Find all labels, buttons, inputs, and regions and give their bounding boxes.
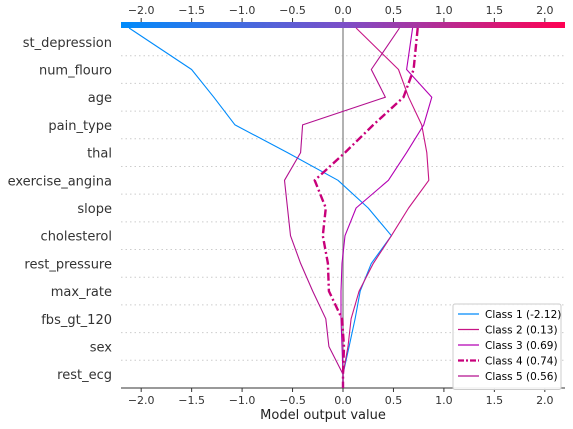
top-tick-label: 1.0 xyxy=(435,4,453,17)
feature-label: age xyxy=(88,91,112,106)
feature-label: thal xyxy=(87,147,112,162)
series-line-class-1 xyxy=(128,27,392,388)
legend-entry: Class 4 (0.74) xyxy=(485,356,558,368)
bottom-tick-label: 0.0 xyxy=(334,394,352,407)
series-line-class-4 xyxy=(313,27,419,388)
top-tick-label: −1.5 xyxy=(178,4,205,17)
feature-label: pain_type xyxy=(48,119,112,134)
feature-label: max_rate xyxy=(51,285,112,300)
legend-entry: Class 1 (-2.12) xyxy=(485,309,561,321)
feature-label: rest_pressure xyxy=(24,257,112,272)
bottom-tick-label: 2.0 xyxy=(536,394,554,407)
bottom-tick-label: 1.0 xyxy=(435,394,453,407)
feature-label: slope xyxy=(77,202,112,217)
top-tick-label: 1.5 xyxy=(486,4,504,17)
bottom-tick-label: −0.5 xyxy=(279,394,306,407)
feature-label: num_flouro xyxy=(39,64,112,79)
bottom-tick-label: −2.0 xyxy=(128,394,155,407)
bottom-tick-label: −1.5 xyxy=(178,394,205,407)
x-axis-label: Model output value xyxy=(260,408,386,423)
feature-label: fbs_gt_120 xyxy=(41,313,112,328)
top-tick-label: −2.0 xyxy=(128,4,155,17)
series-line-class-5 xyxy=(283,27,400,388)
bottom-tick-label: 1.5 xyxy=(486,394,504,407)
feature-label: st_depression xyxy=(23,36,112,51)
feature-label: rest_ecg xyxy=(57,368,112,383)
legend-entry: Class 3 (0.69) xyxy=(485,340,558,352)
feature-label: exercise_angina xyxy=(8,174,112,189)
legend-entry: Class 2 (0.13) xyxy=(485,325,558,337)
top-tick-label: 0.0 xyxy=(334,4,352,17)
legend-box xyxy=(452,303,562,390)
top-tick-label: 0.5 xyxy=(385,4,403,17)
feature-label: cholesterol xyxy=(41,230,112,245)
feature-label: sex xyxy=(90,340,113,355)
series-line-class-3 xyxy=(340,27,433,388)
series-line-class-2 xyxy=(342,27,430,388)
top-tick-label: 2.0 xyxy=(536,4,554,17)
colorbar xyxy=(121,22,565,28)
legend-entry: Class 5 (0.56) xyxy=(485,371,558,383)
top-tick-label: −0.5 xyxy=(279,4,306,17)
bottom-tick-label: −1.0 xyxy=(229,394,256,407)
top-tick-label: −1.0 xyxy=(229,4,256,17)
bottom-tick-label: 0.5 xyxy=(385,394,403,407)
